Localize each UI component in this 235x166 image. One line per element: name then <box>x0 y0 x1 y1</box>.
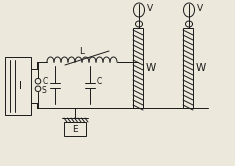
Text: I: I <box>20 81 23 91</box>
Text: L: L <box>79 46 85 55</box>
Text: V: V <box>197 3 203 12</box>
Text: E: E <box>72 124 78 133</box>
Bar <box>64 122 86 136</box>
Bar <box>133 28 143 108</box>
Bar <box>5 57 31 115</box>
Text: V: V <box>147 3 153 12</box>
Text: C: C <box>43 77 48 85</box>
Bar <box>183 28 193 108</box>
Text: C: C <box>97 77 102 85</box>
Text: W: W <box>196 63 206 73</box>
Text: W: W <box>146 63 156 73</box>
Text: S: S <box>42 86 47 95</box>
